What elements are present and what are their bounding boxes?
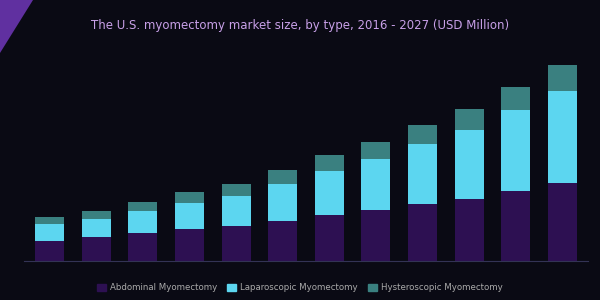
- Bar: [502, 87, 530, 110]
- Bar: [548, 91, 577, 183]
- Bar: [455, 199, 484, 261]
- Bar: [455, 109, 484, 130]
- Polygon shape: [0, 0, 33, 52]
- Bar: [268, 220, 297, 261]
- Bar: [361, 210, 391, 261]
- Bar: [502, 110, 530, 191]
- Bar: [268, 184, 297, 220]
- Text: The U.S. myomectomy market size, by type, 2016 - 2027 (USD Million): The U.S. myomectomy market size, by type…: [91, 19, 509, 32]
- Bar: [315, 171, 344, 215]
- Bar: [548, 64, 577, 91]
- Bar: [268, 170, 297, 184]
- Bar: [128, 233, 157, 261]
- Bar: [408, 204, 437, 261]
- Bar: [35, 224, 64, 241]
- Bar: [175, 229, 204, 261]
- Bar: [82, 211, 110, 219]
- Bar: [221, 184, 251, 196]
- Bar: [361, 159, 391, 210]
- Legend: Abdominal Myomectomy, Laparoscopic Myomectomy, Hysteroscopic Myomectomy: Abdominal Myomectomy, Laparoscopic Myome…: [94, 280, 506, 296]
- Bar: [35, 241, 64, 261]
- Bar: [548, 183, 577, 261]
- Bar: [315, 155, 344, 171]
- Bar: [221, 196, 251, 226]
- Bar: [175, 192, 204, 203]
- Bar: [408, 144, 437, 204]
- Bar: [35, 217, 64, 224]
- Bar: [455, 130, 484, 199]
- Bar: [175, 203, 204, 229]
- Bar: [82, 219, 110, 237]
- Bar: [128, 202, 157, 212]
- Bar: [502, 191, 530, 261]
- Bar: [82, 237, 110, 261]
- Bar: [128, 212, 157, 233]
- Bar: [408, 125, 437, 144]
- Bar: [221, 226, 251, 261]
- Bar: [315, 215, 344, 261]
- Bar: [361, 142, 391, 159]
